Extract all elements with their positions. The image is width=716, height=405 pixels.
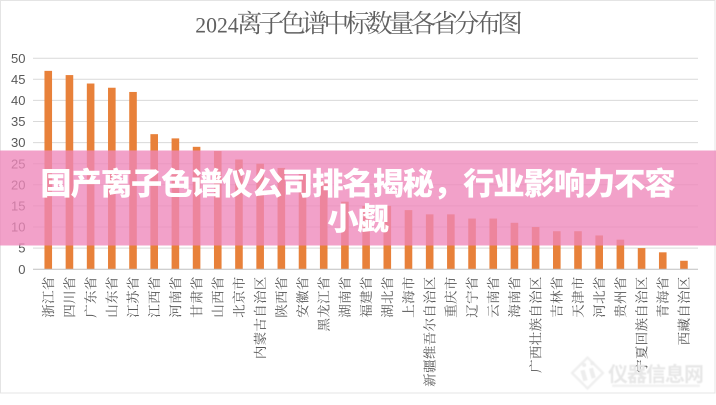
svg-text:5: 5	[18, 241, 25, 256]
svg-text:50: 50	[11, 51, 25, 66]
svg-text:30: 30	[11, 135, 25, 150]
svg-text:45: 45	[11, 72, 25, 87]
svg-text:35: 35	[11, 114, 25, 129]
svg-text:0: 0	[18, 262, 25, 277]
svg-text:2024: 2024	[195, 13, 239, 37]
svg-text:40: 40	[11, 93, 25, 108]
